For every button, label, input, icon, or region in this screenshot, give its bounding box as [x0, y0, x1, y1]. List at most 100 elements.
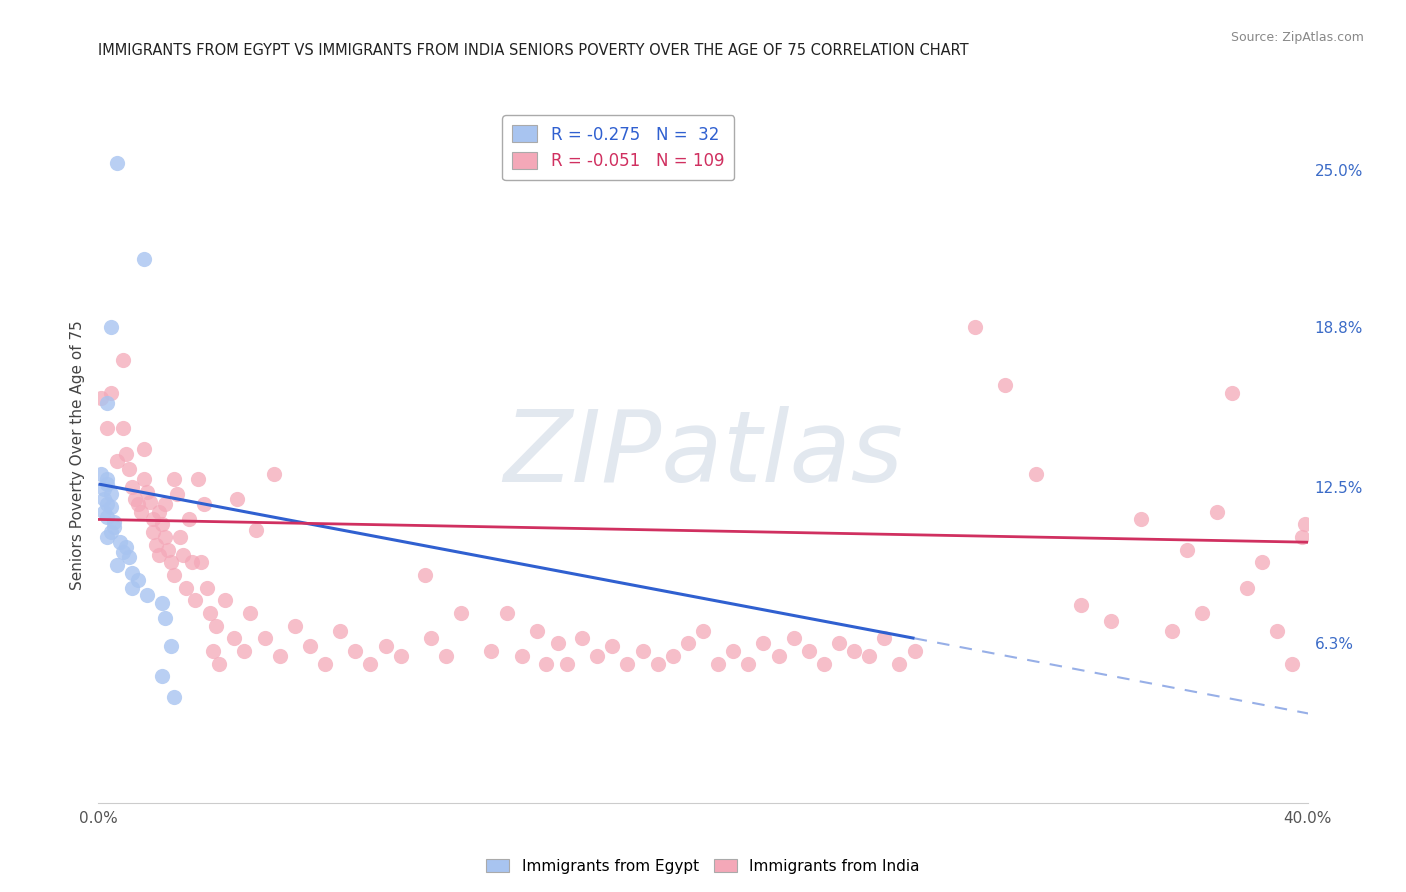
Point: [1070, 599, 1092, 613]
Point: [105, 155, 128, 169]
Point: [602, 639, 624, 653]
Point: [1175, 542, 1198, 557]
Point: [121, 479, 143, 493]
Point: [1220, 386, 1243, 401]
Point: [169, 530, 191, 544]
Point: [187, 472, 209, 486]
Text: Source: ZipAtlas.com: Source: ZipAtlas.com: [1230, 31, 1364, 45]
Point: [844, 644, 866, 658]
Point: [224, 632, 246, 646]
Point: [510, 648, 533, 663]
Point: [127, 497, 149, 511]
Point: [153, 497, 176, 511]
Point: [547, 636, 569, 650]
Point: [269, 648, 291, 663]
Point: [163, 690, 186, 704]
Point: [100, 487, 122, 501]
Point: [413, 568, 436, 582]
Point: [127, 573, 149, 587]
Point: [314, 657, 336, 671]
Point: [160, 639, 183, 653]
Point: [160, 556, 183, 570]
Point: [148, 505, 170, 519]
Point: [534, 657, 557, 671]
Point: [96, 509, 118, 524]
Point: [299, 639, 322, 653]
Point: [737, 657, 759, 671]
Point: [121, 581, 143, 595]
Point: [103, 515, 125, 529]
Point: [96, 396, 118, 410]
Point: [232, 644, 254, 658]
Point: [676, 636, 699, 650]
Point: [858, 648, 880, 663]
Point: [1160, 624, 1182, 638]
Point: [389, 648, 412, 663]
Point: [1251, 556, 1274, 570]
Point: [145, 538, 167, 552]
Point: [205, 618, 228, 632]
Point: [108, 535, 131, 549]
Point: [181, 556, 204, 570]
Point: [889, 657, 911, 671]
Point: [118, 462, 141, 476]
Point: [135, 484, 157, 499]
Point: [245, 523, 267, 537]
Point: [96, 472, 118, 486]
Point: [344, 644, 367, 658]
Point: [783, 632, 806, 646]
Point: [723, 644, 745, 658]
Point: [571, 632, 593, 646]
Point: [813, 657, 835, 671]
Text: IMMIGRANTS FROM EGYPT VS IMMIGRANTS FROM INDIA SENIORS POVERTY OVER THE AGE OF 7: IMMIGRANTS FROM EGYPT VS IMMIGRANTS FROM…: [98, 43, 969, 58]
Point: [263, 467, 285, 481]
Point: [707, 657, 730, 671]
Point: [1291, 530, 1313, 544]
Point: [153, 611, 176, 625]
Point: [150, 596, 173, 610]
Point: [1024, 467, 1046, 481]
Point: [434, 648, 457, 663]
Point: [495, 606, 517, 620]
Point: [142, 512, 165, 526]
Legend: Immigrants from Egypt, Immigrants from India: Immigrants from Egypt, Immigrants from I…: [481, 853, 925, 880]
Point: [114, 541, 136, 555]
Point: [360, 657, 382, 671]
Point: [1099, 614, 1122, 628]
Point: [174, 581, 197, 595]
Point: [93, 492, 115, 507]
Point: [1191, 606, 1213, 620]
Point: [420, 632, 443, 646]
Point: [1267, 624, 1289, 638]
Point: [1130, 512, 1153, 526]
Point: [90, 467, 112, 481]
Point: [96, 530, 118, 544]
Point: [214, 593, 236, 607]
Point: [253, 632, 276, 646]
Point: [121, 566, 143, 580]
Point: [586, 648, 609, 663]
Point: [526, 624, 548, 638]
Point: [1206, 505, 1229, 519]
Point: [193, 497, 215, 511]
Point: [200, 606, 222, 620]
Point: [768, 648, 790, 663]
Point: [150, 669, 173, 683]
Point: [148, 548, 170, 562]
Point: [873, 632, 896, 646]
Point: [105, 558, 128, 572]
Point: [96, 421, 118, 435]
Point: [647, 657, 669, 671]
Point: [904, 644, 927, 658]
Point: [111, 353, 134, 368]
Point: [1294, 517, 1316, 532]
Point: [172, 548, 194, 562]
Point: [631, 644, 654, 658]
Point: [100, 386, 122, 401]
Point: [195, 581, 218, 595]
Point: [129, 505, 152, 519]
Point: [118, 550, 141, 565]
Point: [329, 624, 352, 638]
Point: [114, 447, 136, 461]
Text: ZIPatlas: ZIPatlas: [503, 407, 903, 503]
